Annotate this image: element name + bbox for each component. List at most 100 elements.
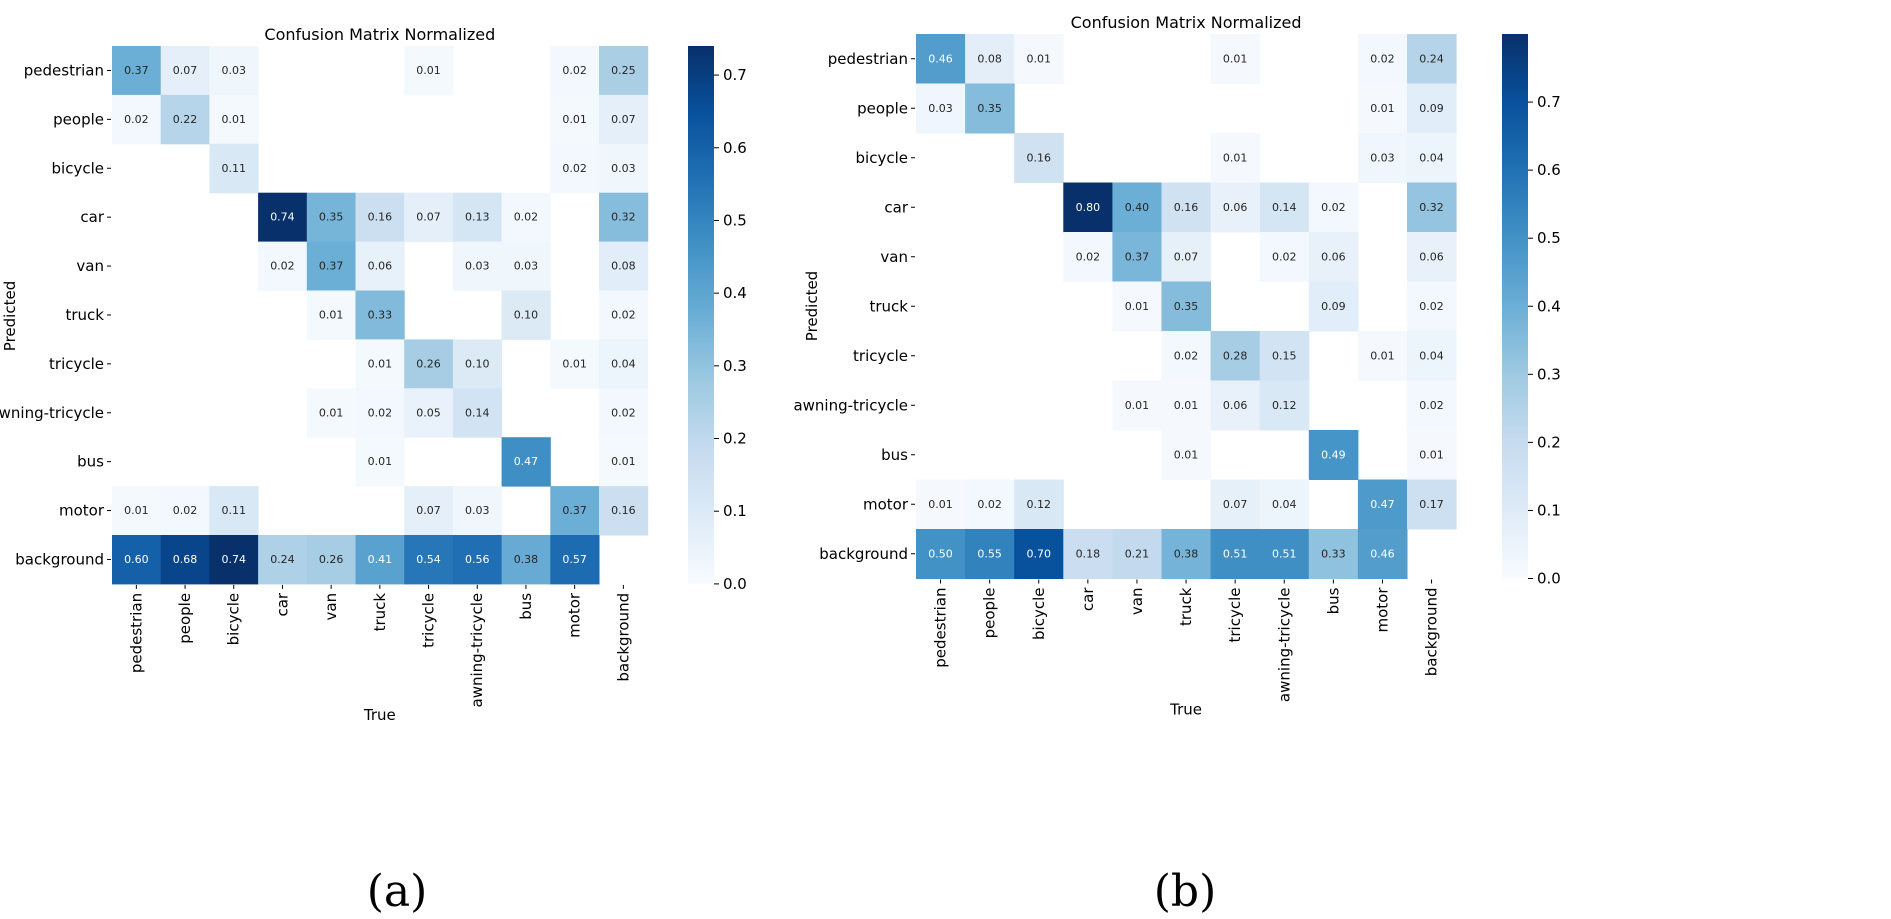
chart-title: Confusion Matrix Normalized: [1071, 13, 1302, 32]
heatmap-cell: [1210, 34, 1261, 84]
heatmap-cell: [599, 143, 649, 194]
heatmap-cell: [209, 143, 259, 194]
cell-label: 0.02: [173, 504, 198, 517]
heatmap-cell: [1357, 479, 1408, 530]
cell-label: 0.01: [1370, 349, 1395, 362]
cell-label: 0.02: [514, 211, 539, 224]
heatmap-cell: [550, 339, 600, 389]
heatmap-cell: [1357, 529, 1408, 579]
heatmap-cell: [965, 34, 1015, 84]
heatmap-cell: [1407, 281, 1457, 332]
y-tick-label: truck: [870, 297, 909, 315]
heatmap-cell: [452, 339, 503, 389]
cell-label: 0.22: [173, 113, 198, 126]
cell-label: 0.01: [319, 406, 344, 419]
heatmap-cell: [160, 535, 210, 585]
heatmap-cell: [1210, 479, 1261, 530]
cell-label: 0.38: [514, 553, 539, 566]
heatmap-cell: [1014, 529, 1064, 579]
cell-label: 0.01: [1125, 300, 1150, 313]
cell-label: 0.02: [1419, 300, 1444, 313]
cell-label: 0.02: [562, 64, 587, 77]
cell-label: 0.14: [465, 406, 490, 419]
cell-label: 0.02: [611, 406, 636, 419]
cell-label: 0.35: [319, 211, 344, 224]
cell-label: 0.16: [1174, 201, 1199, 214]
cell-label: 0.01: [1223, 52, 1248, 65]
cell-label: 0.12: [1272, 399, 1297, 412]
heatmap-cell: [1308, 232, 1359, 282]
y-tick-label: awning-tricycle: [0, 404, 104, 422]
colorbar-gradient: [688, 46, 714, 584]
heatmap-cell: [1407, 430, 1457, 480]
x-tick-label: bicycle: [225, 593, 243, 645]
heatmap-cell: [550, 94, 600, 145]
y-tick-label: bicycle: [856, 149, 908, 167]
cell-label: 0.57: [562, 553, 587, 566]
heatmap-cell: [452, 486, 503, 536]
heatmap-cell: [965, 83, 1015, 134]
colorbar-tick-label: 0.2: [723, 430, 747, 448]
x-axis-label: True: [1169, 701, 1202, 719]
heatmap-cell: [1210, 133, 1261, 183]
cell-label: 0.01: [562, 357, 587, 370]
y-tick-label: background: [15, 550, 104, 568]
cell-label: 0.03: [611, 162, 636, 175]
colorbar-tick-label: 0.6: [723, 139, 747, 157]
x-tick-label: van: [1128, 588, 1146, 616]
cell-label: 0.03: [465, 260, 490, 273]
x-tick-label: pedestrian: [932, 588, 950, 668]
colorbar-tick-label: 0.1: [1537, 501, 1561, 519]
cell-label: 0.09: [1419, 102, 1444, 115]
x-tick-label: tricycle: [1226, 588, 1244, 643]
heatmap-cell: [355, 339, 405, 389]
heatmap-cell: [404, 388, 454, 438]
cell-label: 0.55: [977, 547, 1002, 560]
heatmap-cell: [1357, 83, 1408, 134]
cell-label: 0.01: [416, 64, 441, 77]
heatmap-cell: [501, 192, 551, 243]
cell-label: 0.50: [928, 547, 953, 560]
heatmap-cell: [599, 388, 649, 438]
cell-label: 0.32: [1419, 201, 1444, 214]
heatmap-cell: [452, 388, 503, 438]
cell-label: 0.01: [1419, 448, 1444, 461]
heatmap-cell: [355, 535, 405, 585]
heatmap-cell: [1259, 479, 1310, 530]
cell-label: 0.16: [611, 504, 636, 517]
heatmap-cell: [1407, 133, 1457, 183]
y-tick-label: awning-tricycle: [793, 396, 908, 414]
cell-label: 0.13: [465, 211, 490, 224]
heatmap-cell: [550, 143, 600, 194]
cell-label: 0.06: [1223, 201, 1248, 214]
cell-label: 0.03: [928, 102, 953, 115]
heatmap-cell: [965, 479, 1015, 530]
cell-label: 0.33: [1321, 547, 1346, 560]
y-axis-label: Predicted: [1, 281, 19, 351]
y-tick-label: motor: [59, 502, 105, 520]
cell-label: 0.07: [416, 504, 441, 517]
cell-label: 0.18: [1076, 547, 1101, 560]
y-tick-label: car: [80, 208, 104, 226]
heatmap-cell: [1063, 182, 1113, 233]
heatmap-cells: 0.46 0.08 0.01 0.01 0.02 0.24 0.03 0.35 0.01 0.09…: [916, 34, 1457, 579]
x-axis-label: True: [363, 706, 396, 724]
heatmap-cell: [1161, 380, 1212, 431]
cell-label: 0.02: [1272, 250, 1297, 263]
cell-label: 0.37: [1125, 250, 1150, 263]
heatmap-cell: [1259, 331, 1310, 381]
cell-label: 0.01: [928, 498, 953, 511]
heatmap-cell: [599, 241, 649, 291]
cell-label: 0.26: [416, 357, 441, 370]
cell-label: 0.26: [319, 553, 344, 566]
cell-label: 0.11: [222, 162, 247, 175]
heatmap-cell: [404, 339, 454, 389]
heatmap-cell: [1259, 529, 1310, 579]
cell-label: 0.01: [319, 308, 344, 321]
cell-label: 0.17: [1419, 498, 1444, 511]
cell-label: 0.07: [1174, 250, 1199, 263]
cell-label: 0.07: [1223, 498, 1248, 511]
heatmap-cell: [1161, 430, 1212, 480]
panel-caption: (a): [367, 866, 428, 917]
heatmap-cell: [550, 46, 600, 96]
